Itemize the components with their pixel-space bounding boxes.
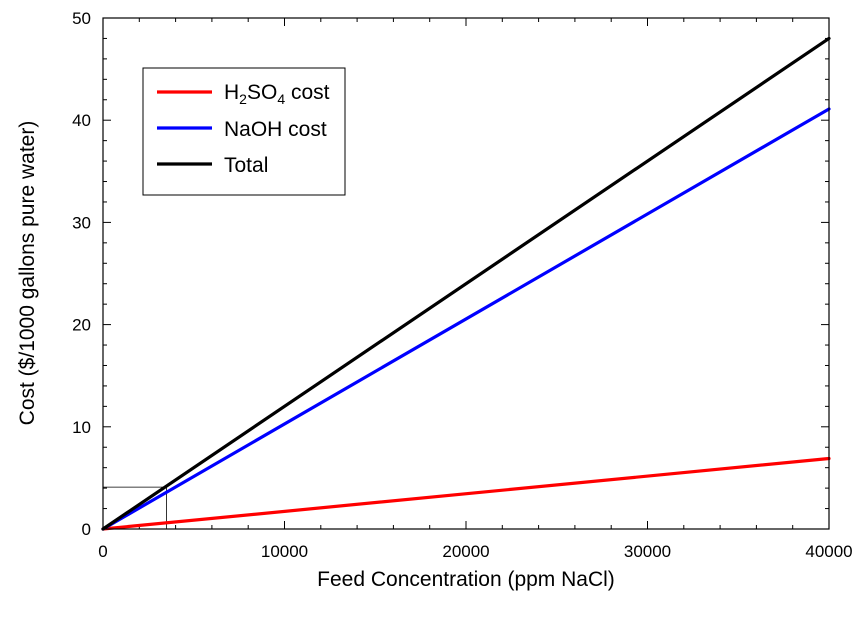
x-tick-label: 40000 [805,542,852,561]
series-line-h2so4 [101,456,831,531]
plot-area-frame [102,17,830,530]
legend-label-h2so4: H2SO4 cost [224,81,330,107]
x-axis-title: Feed Concentration (ppm NaCl) [317,568,615,591]
y-tick-label: 50 [72,9,91,28]
y-tick-label: 10 [72,418,91,437]
series-line-total [101,36,831,531]
x-tick-label: 0 [98,542,107,561]
x-tick-label: 10000 [261,542,308,561]
y-tick-label: 30 [72,213,91,232]
legend: H2SO4 cost NaOH cost Total [142,67,346,196]
legend-label-naoh: NaOH cost [224,118,327,141]
y-tick-label: 20 [72,316,91,335]
y-tick-label: 0 [82,520,91,539]
y-tick-label: 40 [72,111,91,130]
y-axis-title: Cost ($/1000 gallons pure water) [16,121,39,426]
x-tick-label: 20000 [442,542,489,561]
x-tick-label: 30000 [624,542,671,561]
series-line-naoh [101,107,831,531]
series-layer [101,36,831,531]
tick-labels-layer: 0 10000 20000 30000 40000 0 10 20 30 40 50 [72,9,853,561]
legend-box [142,67,346,196]
legend-label-total: Total [224,154,268,177]
ticks-layer [102,17,830,530]
